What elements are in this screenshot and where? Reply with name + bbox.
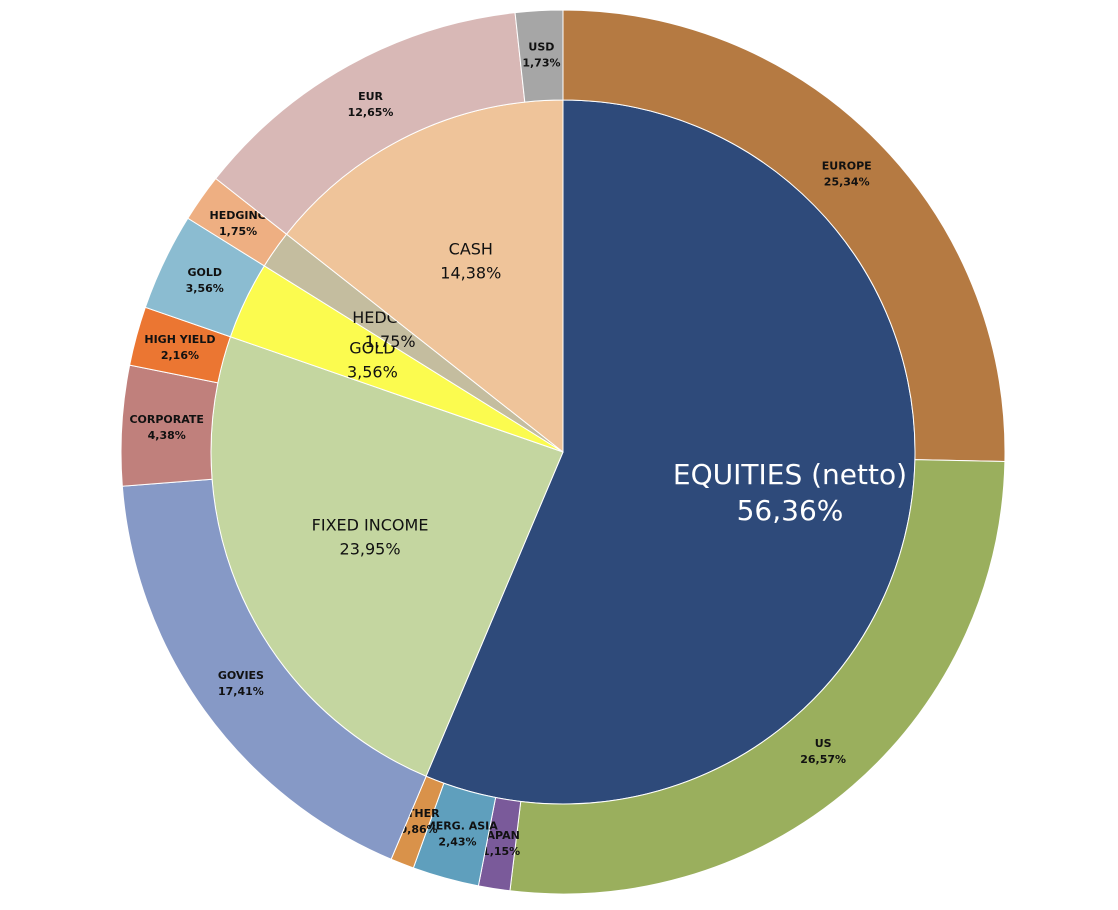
slice-value: 2,43% bbox=[438, 836, 476, 849]
slice-value: 1,15% bbox=[482, 845, 520, 858]
slice bbox=[562, 9, 1006, 463]
slice-label: GOLD bbox=[349, 338, 395, 357]
slice bbox=[509, 459, 1006, 895]
slice-label: USD bbox=[528, 41, 554, 54]
slice-value: 26,57% bbox=[800, 753, 846, 766]
slice-value: 4,38% bbox=[148, 429, 186, 442]
slice-value: 0,86% bbox=[399, 823, 437, 836]
slice-label: FIXED INCOME bbox=[312, 515, 429, 534]
slice-value: 23,95% bbox=[340, 539, 401, 558]
slice-label: CASH bbox=[449, 239, 493, 258]
slice-value: 12,65% bbox=[348, 106, 394, 119]
slice-value: 3,56% bbox=[186, 282, 224, 295]
slice-label: EUR bbox=[358, 90, 383, 103]
slice-value: 2,16% bbox=[161, 349, 199, 362]
slice-label: GOLD bbox=[187, 266, 222, 279]
slice-label: EQUITIES (netto) bbox=[673, 458, 907, 491]
slice-label: CORPORATE bbox=[129, 413, 203, 426]
slice-label: US bbox=[815, 737, 832, 750]
slice-value: 56,36% bbox=[737, 494, 844, 527]
slice-value: 1,75% bbox=[219, 225, 257, 238]
slice-label: EUROPE bbox=[822, 159, 872, 172]
slice-label: HEDGING bbox=[209, 209, 266, 222]
slice-label: GOVIES bbox=[218, 669, 264, 682]
slice-value: 17,41% bbox=[218, 685, 264, 698]
slice-label: EMERG. ASIA bbox=[417, 820, 498, 833]
slice bbox=[514, 9, 564, 103]
slice-value: 1,75% bbox=[365, 332, 416, 351]
slice-value: 14,38% bbox=[440, 263, 501, 282]
slice-value: 1,73% bbox=[522, 57, 560, 70]
slice-value: 25,34% bbox=[824, 175, 870, 188]
slice-value: 3,56% bbox=[347, 362, 398, 381]
slice-label: JAPAN bbox=[481, 829, 519, 842]
slice-label: HIGH YIELD bbox=[144, 333, 215, 346]
